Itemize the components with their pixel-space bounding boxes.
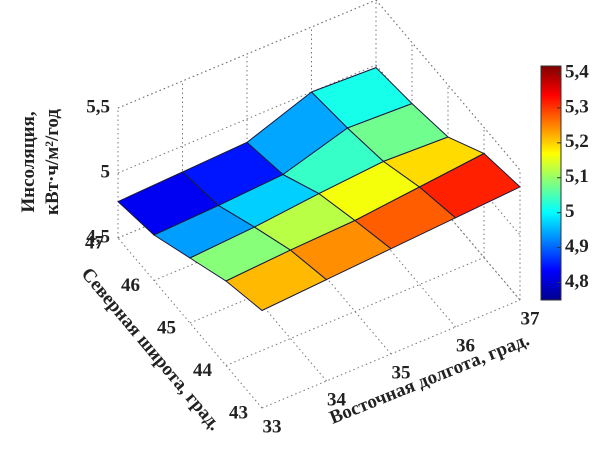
x-tick-label: 37 <box>521 308 541 329</box>
colorbar-tick-label: 5 <box>565 201 575 222</box>
x-tick-label: 34 <box>327 389 347 410</box>
z-axis-label: Инсоляция, кВт·ч/м²/год <box>18 109 63 215</box>
surface-cell <box>418 152 521 219</box>
y-tick-label: 44 <box>193 360 213 381</box>
colorbar-tick-label: 5,4 <box>565 61 589 82</box>
grid-line <box>225 257 485 366</box>
z-tick-label: 5,5 <box>86 96 110 117</box>
colorbar <box>540 65 562 301</box>
y-tick-label: 47 <box>85 232 105 253</box>
grid-line <box>261 299 521 409</box>
x-tick-label: 36 <box>456 335 475 356</box>
grid-line <box>117 64 377 174</box>
z-axis-label-line: кВт·ч/м²/год <box>42 109 63 215</box>
colorbar-tick-label: 5,3 <box>565 96 589 117</box>
colorbar-tick-label: 4,9 <box>565 236 589 257</box>
colorbar-tick-label: 5,2 <box>565 131 589 152</box>
colorbar-tick-label: 5,1 <box>565 166 589 187</box>
z-tick-label: 4,5 <box>86 226 110 247</box>
y-tick-label: 46 <box>121 275 140 296</box>
x-tick-label: 35 <box>392 362 411 383</box>
x-axis-label: Восточная долгота, град. <box>327 329 533 428</box>
grid-line <box>117 237 263 409</box>
z-axis-label-line: Инсоляция, <box>18 111 39 213</box>
x-tick-label: 33 <box>263 416 282 437</box>
z-tick-label: 5 <box>101 161 111 182</box>
y-axis-label: Северная широта, град. <box>77 264 225 435</box>
y-tick-label: 43 <box>229 402 248 423</box>
grid-line <box>375 0 521 171</box>
y-tick-label: 45 <box>157 317 176 338</box>
grid-line <box>117 0 377 109</box>
colorbar-tick-label: 4,8 <box>565 271 589 292</box>
